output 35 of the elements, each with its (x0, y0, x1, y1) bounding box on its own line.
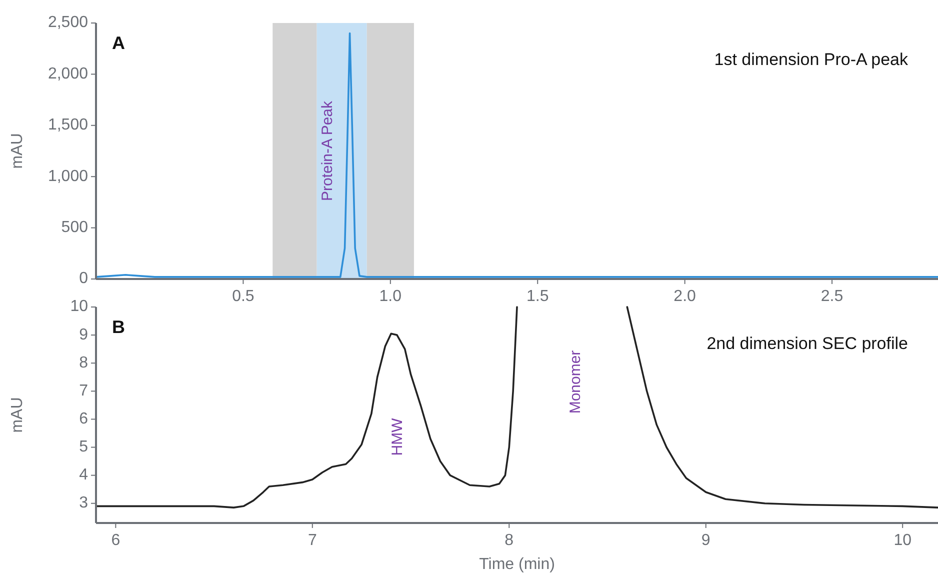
y-tick-label: 7 (79, 382, 88, 400)
x-tick-label: 1.5 (526, 288, 549, 305)
x-tick-label: 6 (111, 532, 120, 549)
annotation: 2nd dimension SEC profile (706, 334, 908, 353)
x-axis-title: Time (min) (479, 556, 555, 573)
y-tick-label: 2,000 (48, 65, 88, 82)
y-tick-label: 1,000 (48, 168, 88, 185)
y-tick-label: 0 (79, 270, 88, 288)
y-tick-label: 8 (79, 354, 88, 372)
annotation: A (112, 33, 125, 53)
band-label: Protein-A Peak (318, 100, 336, 202)
y-tick-label: 6 (79, 410, 88, 428)
y-tick-label: 1,500 (48, 116, 88, 134)
line-series (626, 306, 938, 508)
annotation: HMW (388, 417, 406, 456)
y-axis-title: mAU (9, 397, 26, 433)
x-tick-label: 1.0 (379, 288, 402, 305)
x-tick-label: 9 (701, 532, 710, 549)
x-tick-label: 0.5 (232, 288, 254, 305)
annotation: 1st dimension Pro-A peak (714, 50, 908, 69)
annotation: B (112, 317, 125, 337)
annotation: Monomer (566, 350, 584, 414)
y-tick-label: 3 (79, 494, 88, 512)
x-tick-label: 8 (504, 532, 514, 549)
y-axis-title: mAU (9, 133, 26, 169)
y-tick-label: 9 (79, 326, 88, 344)
y-tick-label: 2,500 (48, 14, 88, 32)
y-tick-label: 500 (61, 219, 88, 236)
x-tick-label: 10 (894, 532, 912, 549)
y-tick-label: 4 (79, 466, 88, 484)
line-series (95, 306, 518, 508)
x-tick-label: 7 (308, 532, 317, 549)
x-tick-label: 2.5 (820, 288, 844, 305)
x-tick-label: 2.0 (674, 288, 696, 305)
y-tick-label: 5 (79, 438, 88, 456)
